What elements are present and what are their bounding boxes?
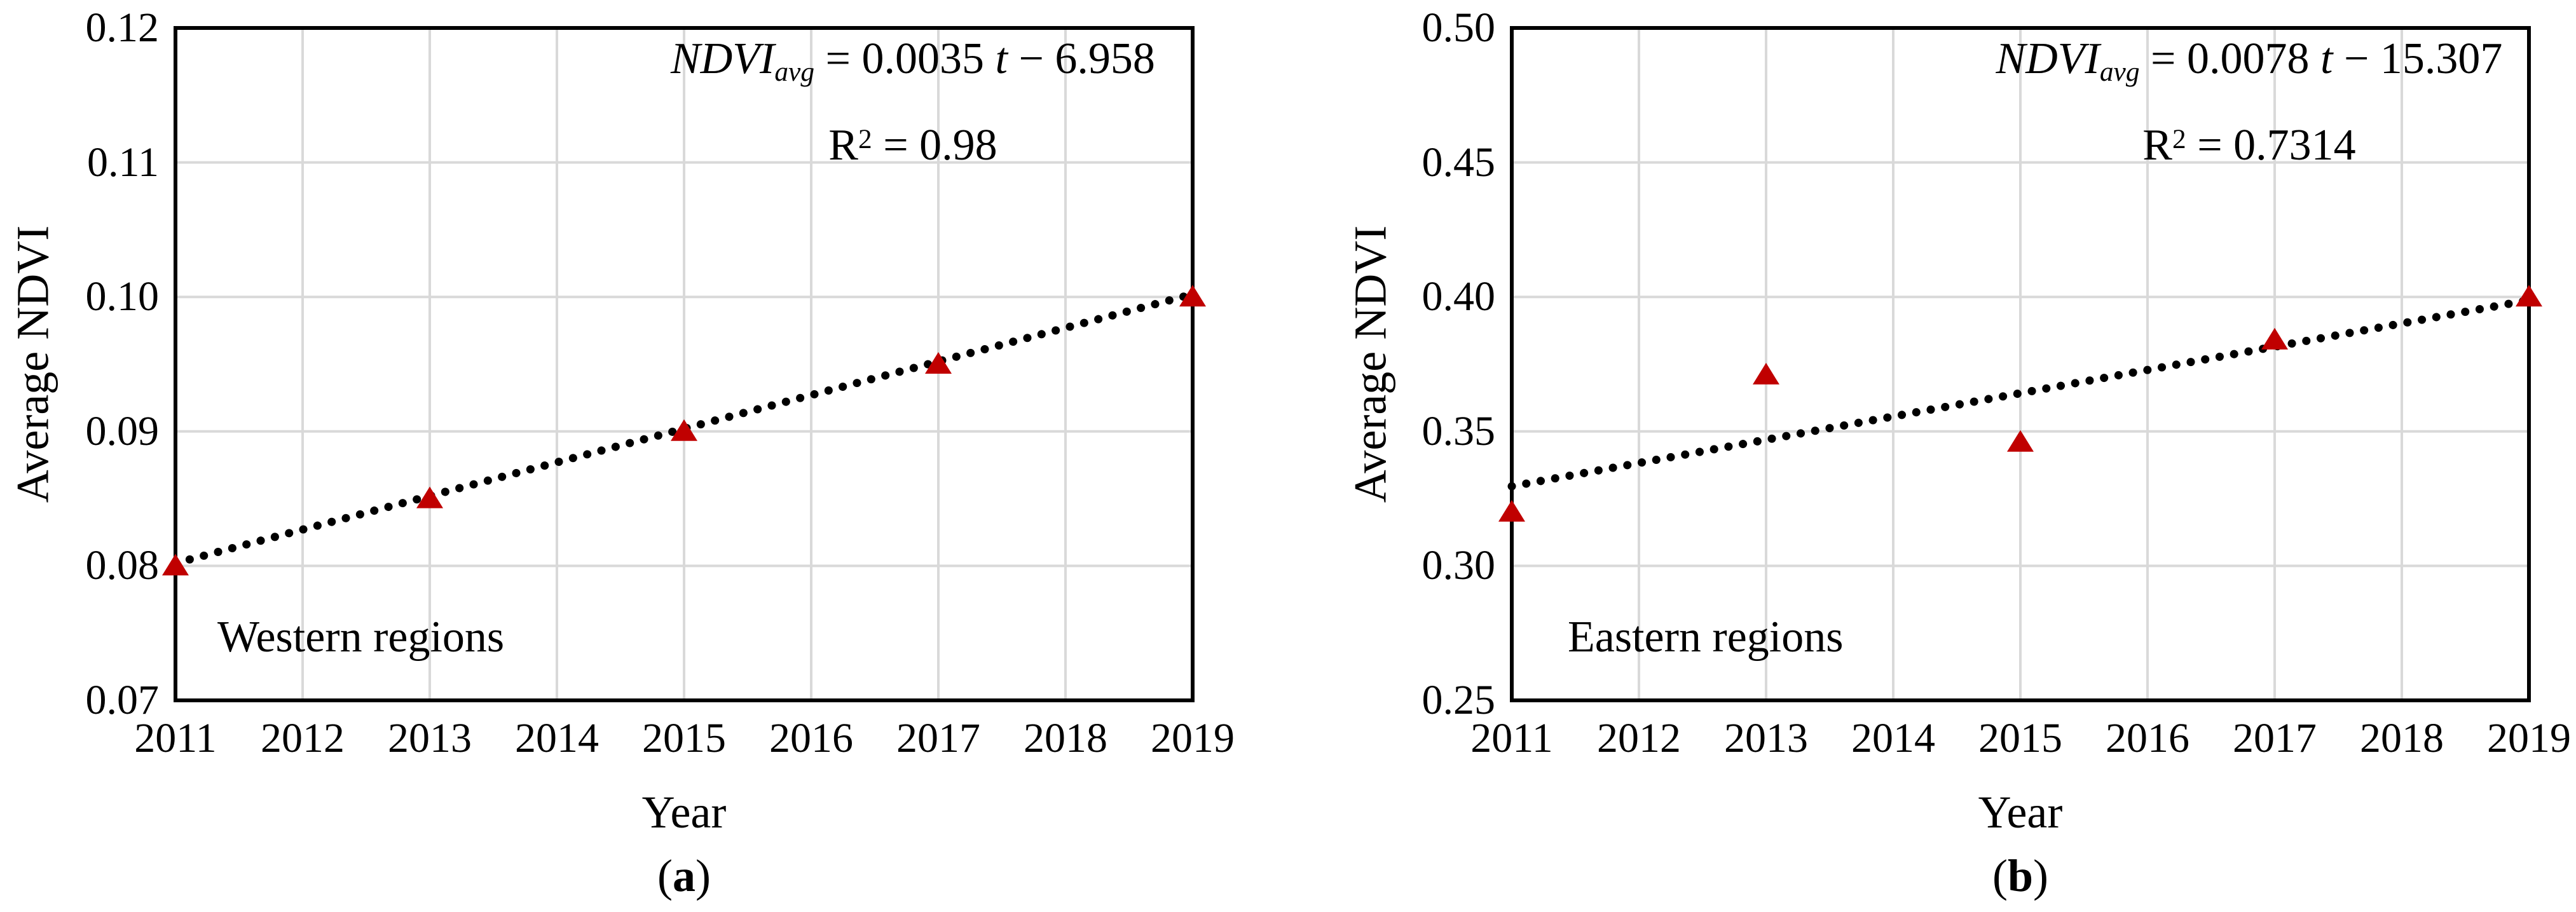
equation-part: 2	[858, 124, 872, 155]
equation-line-1: NDVIavg = 0.0078 t − 15.307	[1970, 25, 2529, 105]
equation-part: = 0.98	[872, 121, 997, 170]
y-tick-label: 0.45	[1422, 139, 1496, 186]
plot-border	[1510, 26, 2531, 702]
data-point-marker	[162, 554, 189, 576]
y-tick-label: 0.25	[1422, 677, 1496, 723]
plot-svg	[1498, 26, 2542, 702]
y-tick-label: 0.11	[86, 139, 159, 186]
y-tick-label: 0.12	[85, 4, 160, 51]
caption-part: (	[1992, 850, 2008, 901]
equation-line-2: R2 = 0.7314	[1970, 105, 2529, 179]
x-tick-label: 2019	[1151, 715, 1235, 761]
equation-part: 2	[2172, 124, 2186, 155]
plot-svg	[162, 26, 1206, 702]
plot-area	[1498, 26, 2542, 702]
caption-part: a	[673, 850, 695, 901]
caption-part: )	[695, 850, 711, 901]
trendline	[1507, 296, 2533, 491]
x-tick-label: 2014	[515, 715, 599, 761]
caption-part: (	[657, 850, 673, 901]
y-tick-label: 0.09	[85, 407, 160, 454]
x-tick-label: 2011	[134, 715, 217, 761]
chart-eastern-regions: Average NDVI NDVIavg = 0.0078 t − 15.307…	[1288, 0, 2576, 912]
plot-area	[162, 26, 1206, 702]
data-point-marker	[671, 419, 697, 441]
x-tick-label: 2017	[2233, 715, 2317, 761]
subfigure-caption: (b)	[1992, 849, 2048, 902]
y-tick-label: 0.30	[1422, 542, 1496, 589]
equation-part: t	[995, 34, 1008, 83]
subfigure-caption: (a)	[657, 849, 711, 902]
data-point-marker	[2516, 285, 2542, 307]
x-tick-label: 2018	[2360, 715, 2444, 761]
x-axis-title: Year	[1978, 787, 2063, 838]
x-tick-label: 2016	[2106, 715, 2189, 761]
region-label: Eastern regions	[1568, 613, 1844, 662]
y-tick-label: 0.35	[1422, 407, 1496, 454]
plot-border	[174, 26, 1195, 702]
y-tick-label: 0.50	[1422, 4, 1496, 51]
x-tick-label: 2018	[1024, 715, 1107, 761]
y-tick-label: 0.08	[85, 542, 160, 589]
chart-western-regions: Average NDVI NDVIavg = 0.0035 t − 6.958 …	[7, 4, 1235, 902]
region-label: Western regions	[217, 613, 505, 662]
data-point-marker	[2261, 327, 2288, 350]
y-tick-label: 0.07	[85, 677, 160, 723]
caption-part: )	[2033, 850, 2049, 901]
x-tick-label: 2019	[2487, 715, 2571, 761]
x-tick-label: 2013	[1724, 715, 1808, 761]
x-tick-label: 2014	[1851, 715, 1935, 761]
y-axis-title: Average NDVI	[7, 225, 58, 503]
x-tick-label: 2017	[896, 715, 980, 761]
data-point-marker	[1179, 285, 1206, 307]
data-point-marker	[1753, 362, 1779, 385]
trend-equation: NDVIavg = 0.0035 t − 6.958 R2 = 0.98	[633, 25, 1193, 179]
equation-part: avg	[2099, 57, 2140, 88]
equation-part: R	[828, 121, 858, 170]
equation-line-2: R2 = 0.98	[633, 105, 1193, 179]
trend-equation: NDVIavg = 0.0078 t − 15.307 R2 = 0.7314	[1970, 25, 2529, 179]
equation-part: = 0.0035	[814, 34, 996, 83]
equation-part: NDVI	[671, 34, 775, 83]
data-point-marker	[2007, 430, 2034, 452]
y-axis-title: Average NDVI	[1345, 225, 1396, 503]
equation-part: = 0.7314	[2186, 121, 2356, 170]
caption-part: b	[2007, 850, 2034, 901]
equation-part: R	[2142, 121, 2172, 170]
data-point-marker	[416, 486, 443, 508]
equation-part: = 0.0078	[2139, 34, 2320, 83]
equation-part: NDVI	[1996, 34, 2100, 83]
equation-part: avg	[774, 57, 815, 88]
equation-part: − 6.958	[1007, 34, 1155, 83]
x-tick-label: 2011	[1470, 715, 1553, 761]
x-tick-label: 2016	[769, 715, 853, 761]
equation-part: t	[2320, 34, 2333, 83]
data-point-marker	[925, 352, 952, 374]
y-tick-label: 0.10	[85, 273, 160, 320]
x-axis-title: Year	[641, 787, 727, 838]
x-tick-label: 2012	[1597, 715, 1681, 761]
x-tick-label: 2013	[388, 715, 472, 761]
equation-part: − 15.307	[2333, 34, 2503, 83]
x-tick-label: 2015	[1978, 715, 2062, 761]
x-tick-label: 2015	[642, 715, 726, 761]
data-point-marker	[1498, 500, 1525, 522]
y-tick-label: 0.40	[1422, 273, 1496, 320]
x-tick-label: 2012	[261, 715, 345, 761]
equation-line-1: NDVIavg = 0.0035 t − 6.958	[633, 25, 1193, 105]
